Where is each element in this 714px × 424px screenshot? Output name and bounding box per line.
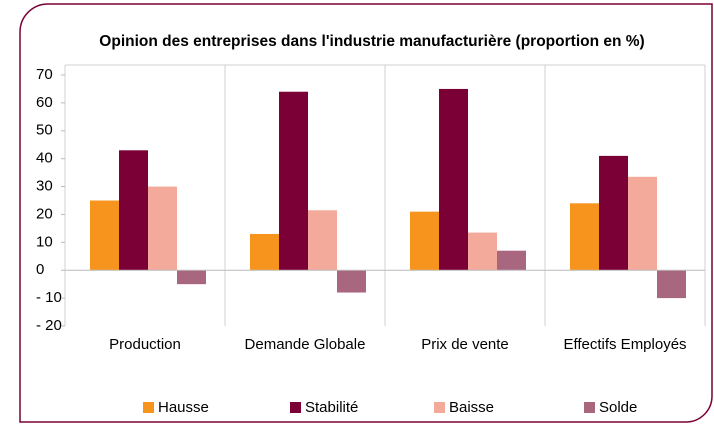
bar (497, 250, 526, 271)
x-tick-label: Effectifs Employés (563, 336, 686, 353)
bar (468, 232, 497, 271)
bar (570, 203, 599, 271)
y-tick-label: 50 (36, 122, 53, 139)
legend-label: Stabilité (305, 399, 358, 416)
x-tick-label: Production (109, 336, 181, 353)
y-tick-label: 20 (36, 205, 53, 222)
y-tick-label: 10 (36, 233, 53, 250)
legend-swatch (143, 402, 154, 413)
bar (90, 200, 119, 271)
bar (177, 270, 206, 285)
bar (148, 186, 177, 271)
legend-swatch (584, 402, 595, 413)
bar (119, 150, 148, 271)
legend-label: Baisse (449, 399, 494, 416)
x-tick-label: Prix de vente (421, 336, 509, 353)
y-tick-label: 70 (36, 66, 53, 83)
bar (599, 155, 628, 271)
y-tick-label: 40 (36, 150, 53, 167)
legend-label: Solde (599, 399, 637, 416)
bar (279, 91, 308, 271)
bar (337, 270, 366, 293)
x-tick-label: Demande Globale (245, 336, 366, 353)
frame (19, 3, 713, 423)
legend-swatch (434, 402, 445, 413)
legend-label: Hausse (158, 399, 209, 416)
y-tick-label: 60 (36, 94, 53, 111)
bar (439, 88, 468, 271)
legend-swatch (290, 402, 301, 413)
bar (657, 270, 686, 299)
y-tick-label: 30 (36, 178, 53, 195)
y-tick-label: - 10 (36, 289, 62, 306)
chart-title: Opinion des entreprises dans l'industrie… (99, 33, 644, 50)
y-tick-label: 0 (36, 261, 44, 278)
bar (308, 210, 337, 271)
bar (628, 176, 657, 271)
y-tick-label: - 20 (36, 317, 62, 334)
bar (410, 211, 439, 271)
bar (250, 233, 279, 271)
